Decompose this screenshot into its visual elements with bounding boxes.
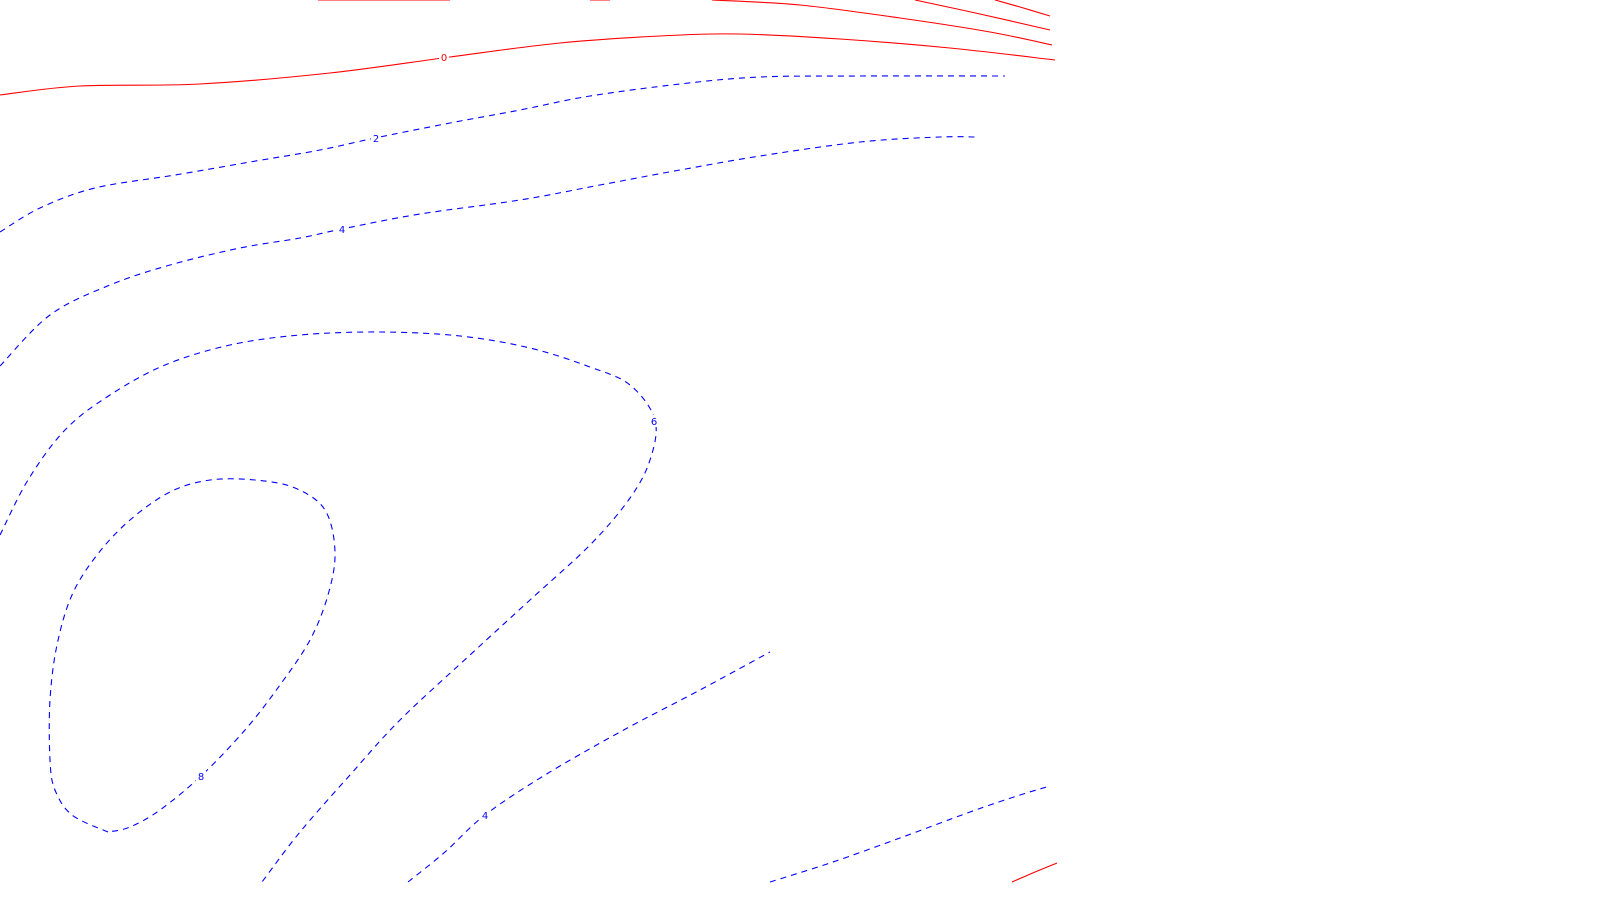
contour-label-background <box>371 132 381 144</box>
contour-line-neg-a <box>711 0 1053 46</box>
contour-label-4: 4 <box>339 225 345 236</box>
contour-line-4-upper <box>0 136 976 367</box>
contour-label-background <box>196 770 206 782</box>
contour-label-8: 8 <box>198 772 204 783</box>
contour-line-6 <box>0 331 657 883</box>
contour-line-2-lower <box>769 785 1051 883</box>
contour-line-2-main <box>0 75 1006 233</box>
contour-line-neg-b <box>914 0 1051 31</box>
contour-label-background <box>439 51 449 63</box>
contour-line-8 <box>48 478 336 833</box>
contour-line-4-lower <box>407 651 771 883</box>
contour-label-0: 0 <box>441 53 447 64</box>
contour-label-background <box>337 223 347 235</box>
contour-label-background <box>649 415 659 427</box>
contour-label-6: 6 <box>651 417 657 428</box>
contour-lines <box>0 0 1058 883</box>
contour-labels: 0 2 4 6 8 4 <box>196 51 659 822</box>
contour-line-neg-c <box>994 0 1051 17</box>
contour-label-background <box>480 809 490 821</box>
contour-line-0-main <box>0 33 1056 96</box>
contour-label-2: 2 <box>373 134 379 145</box>
contour-line-neg-bottom <box>1011 862 1058 883</box>
contour-label-4: 4 <box>482 811 488 822</box>
